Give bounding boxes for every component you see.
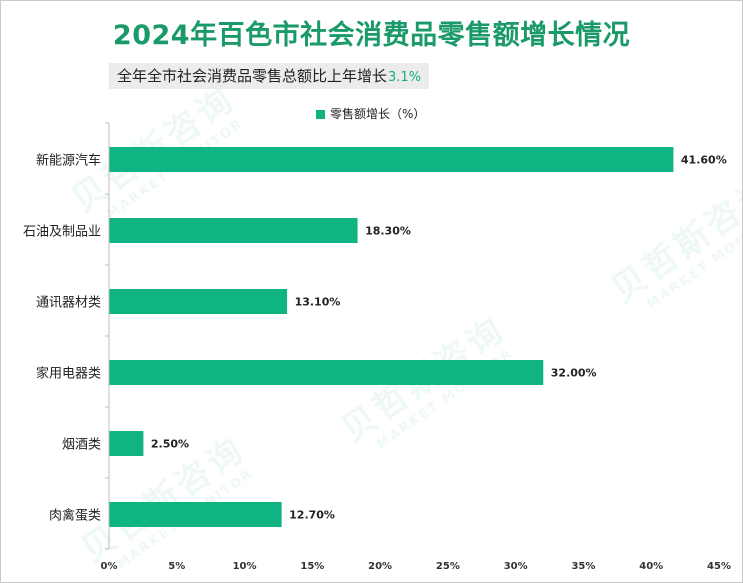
x-tick-label: 40% [639,561,663,572]
bar [109,147,674,172]
bar [109,360,544,385]
x-tick-label: 30% [504,561,528,572]
data-label: 18.30% [365,225,411,238]
data-label: 13.10% [295,296,341,309]
x-tick-label: 5% [168,561,185,572]
y-tick-label: 烟酒类 [62,438,101,453]
y-tick-label: 石油及制品业 [23,225,101,240]
data-label: 12.70% [289,509,335,522]
bar [109,218,358,243]
y-tick-label: 新能源汽车 [36,153,101,169]
x-tick-label: 15% [300,561,324,572]
bar [109,502,282,527]
data-label: 32.00% [551,367,597,380]
chart-title: 2024年百色市社会消费品零售额增长情况 [112,20,631,51]
x-tick-label: 20% [368,561,392,572]
x-tick-label: 10% [233,561,257,572]
legend-label: 零售额增长（%） [330,107,426,121]
x-tick-label: 45% [707,561,731,572]
legend-swatch [316,110,325,119]
subtitle-box: 全年全市社会消费品零售总额比上年增长3.1% [109,63,430,89]
subtitle-value: 3.1% [388,70,422,85]
bar [109,289,288,314]
y-tick-label: 家用电器类 [36,366,101,382]
y-tick-label: 肉禽蛋类 [49,508,101,524]
y-tick-label: 通讯器材类 [36,296,101,311]
chart-legend: 零售额增长（%） [316,106,425,122]
bar [109,431,144,456]
x-tick-label: 0% [101,561,118,572]
x-tick-label: 35% [571,561,595,572]
x-tick-label: 25% [436,561,460,572]
data-label: 2.50% [151,438,189,451]
subtitle-text: 全年全市社会消费品零售总额比上年增长 [117,67,388,85]
data-label: 41.60% [681,154,727,167]
